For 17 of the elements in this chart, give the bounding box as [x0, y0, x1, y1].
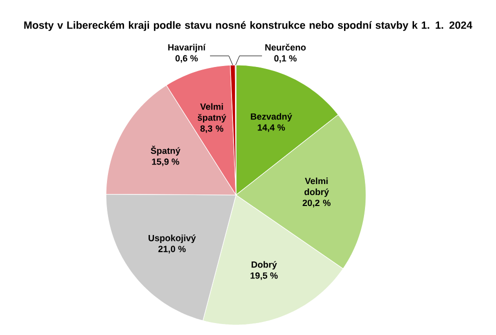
- data-label: 0,6 %: [175, 55, 198, 63]
- data-label: 0,1 %: [274, 55, 297, 63]
- slice-label: Bezvadný: [250, 113, 292, 122]
- data-label: 15,9 %: [152, 158, 180, 166]
- data-label: 20,2 %: [302, 200, 331, 208]
- slice-label: Velmi špatný: [198, 103, 226, 123]
- slice-label: Uspokojivý: [148, 234, 196, 243]
- slice-label: Špatný: [150, 146, 180, 156]
- data-label: 19,5 %: [250, 272, 278, 280]
- data-label: 14,4 %: [258, 124, 285, 132]
- slice-label: Neurčeno: [265, 44, 306, 51]
- slice-label: Dobrý: [252, 261, 277, 270]
- slice-label: Havarijní: [168, 44, 206, 52]
- slice-label: Velmi dobrý: [304, 178, 329, 197]
- data-label: 8,3 %: [200, 125, 224, 134]
- chart-title: Mosty v Libereckém kraji podle stavu nosné konstrukce nebo spodní stavby k 1. 1. 2024: [24, 21, 472, 31]
- data-label: 21,0 %: [158, 246, 186, 254]
